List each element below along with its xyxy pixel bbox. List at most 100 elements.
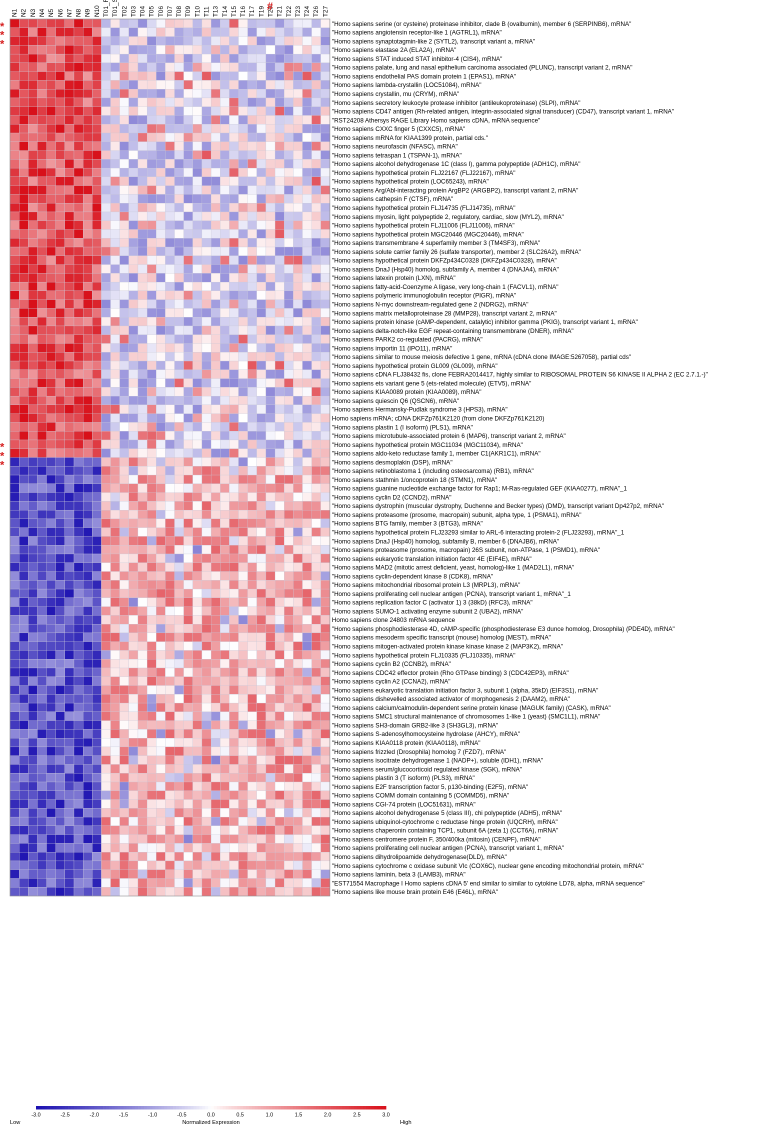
heatmap-cell <box>192 667 203 677</box>
heatmap-cell <box>293 571 303 581</box>
heatmap-cell <box>274 80 285 90</box>
heatmap-cell <box>265 711 276 721</box>
heatmap-cell <box>9 878 20 888</box>
heatmap-cell <box>210 299 221 309</box>
gene-label: "Homo sapiens chaperonin containing TCP1… <box>332 828 558 835</box>
heatmap-cell <box>55 62 66 72</box>
heatmap-cell <box>156 501 166 511</box>
heatmap-cell <box>165 676 175 686</box>
scale-low-label: Low <box>10 1120 21 1125</box>
heatmap-cell <box>320 518 331 528</box>
heatmap-cell <box>137 211 148 221</box>
heatmap-cell <box>110 483 120 493</box>
heatmap-cell <box>220 588 230 598</box>
heatmap-cell <box>220 834 230 844</box>
heatmap-cell <box>210 702 221 713</box>
heatmap-cell <box>19 738 29 748</box>
heatmap-cell <box>119 799 129 809</box>
heatmap-cell <box>101 483 111 493</box>
heatmap-cell <box>284 290 294 300</box>
heatmap-cell <box>238 369 248 379</box>
heatmap-cell <box>302 527 312 537</box>
heatmap-cell <box>247 738 257 748</box>
heatmap-cell <box>247 834 257 844</box>
heatmap-cell <box>284 536 294 546</box>
heatmap-cell <box>165 632 175 642</box>
heatmap-cell <box>183 545 193 555</box>
heatmap-cell <box>28 746 38 756</box>
heatmap-cell <box>110 659 120 669</box>
heatmap-cell <box>9 694 20 704</box>
heatmap-cell <box>37 887 47 897</box>
heatmap-cell <box>110 264 120 274</box>
heatmap-cell <box>64 606 75 616</box>
heatmap-cell <box>311 457 321 467</box>
heatmap-cell <box>265 203 276 213</box>
column-label: T20 <box>267 6 274 17</box>
heatmap-cell <box>19 764 29 774</box>
heatmap-cell <box>256 71 267 81</box>
heatmap-cell <box>28 492 38 502</box>
heatmap-cell <box>128 527 139 537</box>
heatmap-cell <box>119 536 129 546</box>
heatmap-cell <box>210 124 221 134</box>
heatmap-cell <box>201 97 212 107</box>
heatmap-cell <box>82 781 93 791</box>
heatmap-cell <box>37 334 47 344</box>
heatmap-cell <box>302 632 312 642</box>
heatmap-cell <box>247 553 257 563</box>
heatmap-cell <box>238 457 248 467</box>
heatmap-cell <box>192 597 203 607</box>
heatmap-cell <box>28 773 38 783</box>
heatmap-cell <box>146 738 157 748</box>
heatmap-cell <box>183 71 193 81</box>
heatmap-cell <box>101 422 111 432</box>
heatmap-cell <box>46 808 56 818</box>
heatmap-cell <box>247 246 257 256</box>
column-label: T13 <box>213 6 220 17</box>
heatmap-cell <box>55 45 66 55</box>
heatmap-cell <box>19 816 29 827</box>
heatmap-cell <box>302 702 312 713</box>
heatmap-cell <box>274 624 285 634</box>
heatmap-cell <box>165 229 175 239</box>
heatmap-cell <box>46 89 56 99</box>
heatmap-cell <box>238 676 248 686</box>
heatmap-cell <box>183 711 193 721</box>
heatmap-cell <box>284 159 294 169</box>
heatmap-cell <box>46 738 56 748</box>
heatmap-cell <box>128 466 139 476</box>
heatmap-cell <box>55 860 66 870</box>
heatmap-cell <box>146 308 157 318</box>
heatmap-cell <box>19 773 29 783</box>
heatmap-cell <box>165 580 175 590</box>
heatmap-cell <box>238 711 248 721</box>
heatmap-cell <box>55 36 66 46</box>
heatmap-cell <box>165 211 175 221</box>
heatmap-cell <box>101 299 111 309</box>
heatmap-cell <box>220 395 230 406</box>
heatmap-cell <box>92 773 102 783</box>
heatmap-cell <box>320 334 331 344</box>
heatmap-cell <box>256 141 267 151</box>
heatmap-cell <box>110 509 120 520</box>
heatmap-cell <box>284 816 294 827</box>
heatmap-cell <box>19 431 29 441</box>
heatmap-cell <box>64 36 75 46</box>
heatmap-cell <box>128 141 139 151</box>
heatmap-cell <box>210 852 221 862</box>
heatmap-cell <box>9 816 20 827</box>
heatmap-cell <box>220 378 230 388</box>
heatmap-cell <box>156 132 166 142</box>
scale-segment <box>383 1106 387 1110</box>
heatmap-cell <box>110 203 120 213</box>
heatmap-cell <box>293 562 303 572</box>
heatmap-cell <box>229 132 239 142</box>
heatmap-cell <box>28 571 38 581</box>
heatmap-cell <box>210 843 221 853</box>
heatmap-cell <box>247 369 257 379</box>
heatmap-cell <box>156 150 166 160</box>
heatmap-cell <box>110 860 120 870</box>
heatmap-cell <box>46 431 56 441</box>
heatmap-cell <box>320 255 331 265</box>
